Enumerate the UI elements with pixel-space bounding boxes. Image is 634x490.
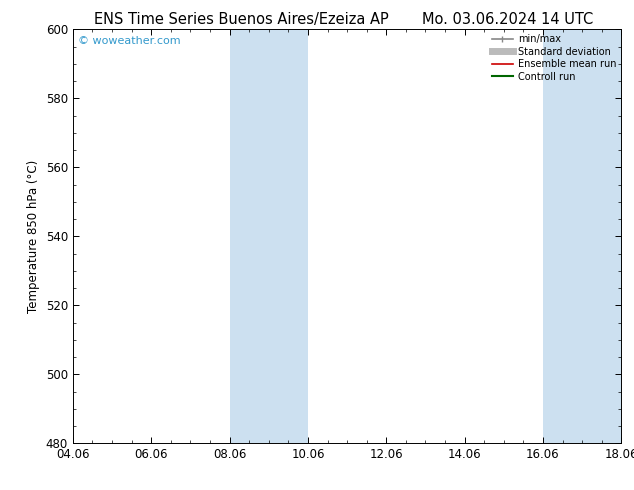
Legend: min/max, Standard deviation, Ensemble mean run, Controll run: min/max, Standard deviation, Ensemble me… (492, 34, 616, 81)
Bar (543, 29, 621, 443)
Y-axis label: Temperature 850 hPa (°C): Temperature 850 hPa (°C) (27, 160, 40, 313)
Text: Mo. 03.06.2024 14 UTC: Mo. 03.06.2024 14 UTC (422, 12, 593, 27)
Bar (230, 29, 308, 443)
Text: ENS Time Series Buenos Aires/Ezeiza AP: ENS Time Series Buenos Aires/Ezeiza AP (94, 12, 388, 27)
Text: © woweather.com: © woweather.com (79, 36, 181, 46)
